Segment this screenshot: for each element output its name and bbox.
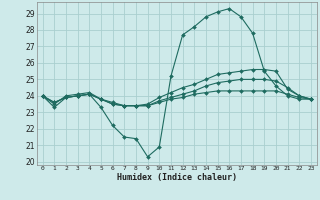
X-axis label: Humidex (Indice chaleur): Humidex (Indice chaleur) [117,173,237,182]
